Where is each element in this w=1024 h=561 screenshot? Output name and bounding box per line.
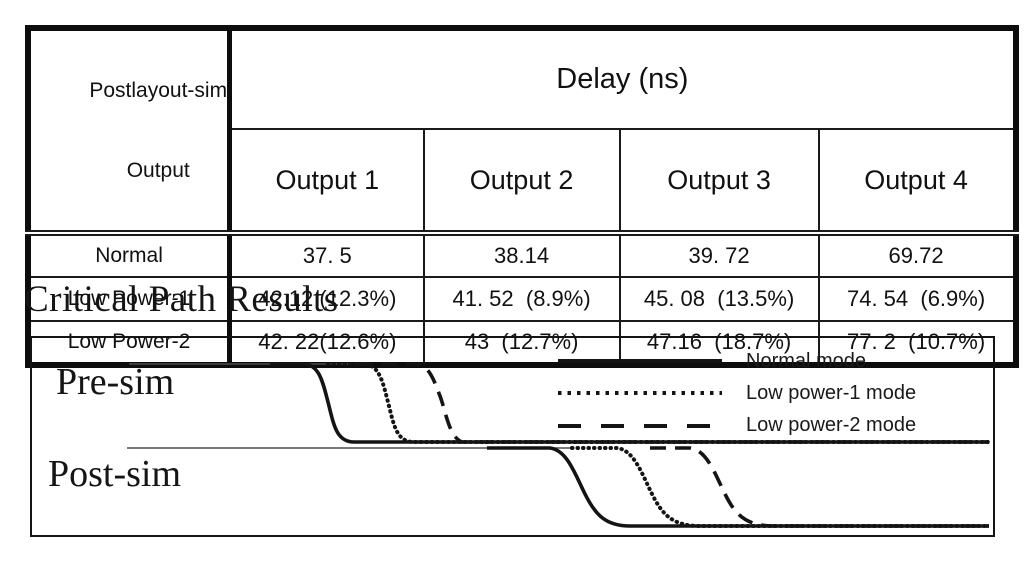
post-sim-low-power-2-trace xyxy=(650,446,989,528)
delay-value: 69.72 xyxy=(817,232,1017,279)
delay-value: 42.12 (12.3%) xyxy=(228,276,425,323)
delay-value: 47.16 (18.7%) xyxy=(618,320,820,367)
column-header-output2: Output 2 xyxy=(422,127,621,237)
delay-value: 45. 08 (13.5%) xyxy=(618,276,820,323)
delay-value: 43 (12.7%) xyxy=(422,320,621,367)
delay-value: 41. 52 (8.9%) xyxy=(422,276,621,323)
row-label: Normal xyxy=(27,232,233,279)
pre-sim-normal-trace xyxy=(270,362,989,444)
output-header-row: Output 1 Output 2 Output 3 Output 4 xyxy=(28,127,1017,237)
delay-value: 38.14 xyxy=(422,232,621,279)
section-title: Critical Path Results xyxy=(24,279,339,320)
corner-header-line2: Output xyxy=(126,158,190,182)
delay-value: 74. 54 (6.9%) xyxy=(817,276,1017,323)
delay-span-header: Delay (ns) xyxy=(228,27,1017,130)
post-sim-normal-trace xyxy=(487,446,989,528)
post-sim-low-power-1-trace xyxy=(570,446,991,528)
table-row-low-power-1: Low Power-1 42.12 (12.3%) 41. 52 (8.9%) … xyxy=(27,276,1017,323)
legend-label-low-power-1-mode: Low power-1 mode xyxy=(746,382,917,404)
column-header-output1: Output 1 xyxy=(228,127,425,237)
waveform-plot xyxy=(127,362,991,528)
column-header-output4: Output 4 xyxy=(817,127,1017,237)
legend-label-normal-mode: Normal mode xyxy=(746,350,867,372)
critical-path-waveform-figure: Pre-sim Post-sim Normal mode Low power-1… xyxy=(30,336,995,537)
delay-value: 42. 22(12.6%) xyxy=(228,320,425,367)
legend-solid-line-sample xyxy=(558,359,722,363)
row-label: Low Power-1 xyxy=(27,276,233,323)
delay-value: 37. 5 xyxy=(228,232,425,279)
corner-header-cell: Postlayout-sim Output xyxy=(27,26,233,237)
table-row-normal: Normal 37. 5 38.14 39. 72 69.72 xyxy=(27,232,1017,279)
legend-label-low-power-2-mode: Low power-2 mode xyxy=(746,414,917,436)
pre-sim-label: Pre-sim xyxy=(56,361,175,403)
column-header-output3: Output 3 xyxy=(618,127,820,237)
legend-dotted-line-sample xyxy=(558,391,722,395)
delay-results-table: Postlayout-sim Output Delay (ns) Output … xyxy=(25,25,1019,369)
pre-sim-low-power-2-trace xyxy=(358,362,989,444)
delay-value: 77. 2 (10.7%) xyxy=(817,320,1017,367)
post-sim-label: Post-sim xyxy=(48,453,182,495)
table-row-low-power-2: Low Power-2 42. 22(12.6%) 43 (12.7%) 47.… xyxy=(27,320,1017,367)
delay-value: 39. 72 xyxy=(618,232,820,279)
legend-dashed-line-sample xyxy=(558,424,722,428)
pre-sim-low-power-1-trace xyxy=(326,362,991,444)
corner-header-line1: Postlayout-sim xyxy=(89,78,228,102)
